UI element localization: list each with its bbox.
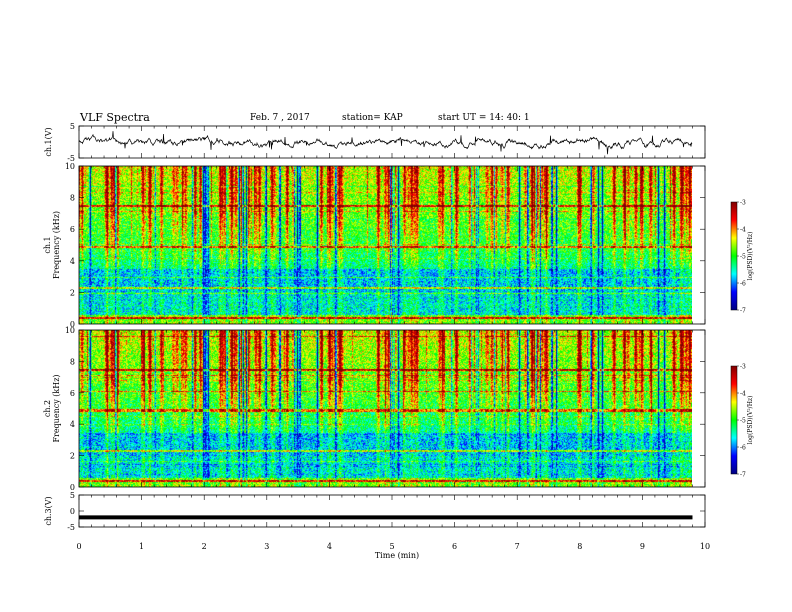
ch2-spec-y-tick-label: 0 [70,483,75,492]
ch1-colorbar-tick-label: -7 [740,308,746,315]
ch1-spec-y-tick-label: 10 [65,162,75,171]
ch1-waveform-line [78,131,693,155]
ch1-spec-y-tick-label: 6 [70,225,75,234]
x-tick-label: 0 [76,542,81,551]
x-tick-label: 2 [202,542,207,551]
ch1-colorbar-tick-label: -3 [740,200,746,207]
ch1-wave-y-tick-label: 5 [70,122,75,131]
station-label: station= KAP [342,113,403,123]
ch2-spec-y-tick-label: 10 [65,326,75,335]
x-tick-label: 7 [515,542,520,551]
x-tick-label: 4 [327,542,332,551]
x-tick-label: 8 [577,542,582,551]
x-tick-label: 9 [640,542,645,551]
ch2-colorbar-tick-label: -5 [740,418,746,425]
ch1-channel-label: ch.1 [43,236,52,253]
ch2-colorbar-tick-label: -3 [740,364,746,371]
ch3-wave-y-tick-label: 5 [70,491,75,500]
start-time-label: start UT = 14: 40: 1 [438,113,530,123]
ch2-channel-label: ch.2 [43,400,52,417]
ch3-waveform-ylabel: ch.3(V) [44,496,53,525]
ch2-colorbar-label: log(PSD)(V²/Hz) [747,396,754,445]
ch1-spec-y-tick-label: 2 [70,288,75,297]
x-tick-label: 10 [700,542,710,551]
ch2-spec-y-tick-label: 8 [70,357,75,366]
ch2-frequency-label: Frequency (kHz) [52,374,61,442]
x-tick-label: 5 [389,542,394,551]
ch1-colorbar-tick-label: -6 [740,281,746,288]
ch3-wave-y-tick-label: -5 [67,523,75,532]
spectrogram-ch1 [79,166,692,324]
x-tick-label: 1 [139,542,144,551]
ch1-frequency-label: Frequency (kHz) [52,211,61,279]
ch1-spec-y-tick-label: 4 [70,257,75,266]
ch1-spec-y-tick-label: 8 [70,194,75,203]
ch2-colorbar [730,365,738,475]
ch1-wave-y-tick-label: -5 [67,154,75,163]
spectrogram-ch2 [79,330,692,487]
date-label: Feb. 7 , 2017 [250,113,310,123]
ch2-spec-y-tick-label: 6 [70,389,75,398]
ch2-spec-y-tick-label: 4 [70,420,75,429]
ch1-spec-y-tick-label: 0 [70,320,75,329]
ch1-colorbar-tick-label: -5 [740,254,746,261]
chart-title: VLF Spectra [80,111,150,124]
ch3-wave-y-tick-label: 0 [70,507,75,516]
x-axis-label: Time (min) [375,551,419,560]
ch2-colorbar-tick-label: -4 [740,391,746,398]
ch2-colorbar-tick-label: -6 [740,445,746,452]
ch1-colorbar [730,201,738,311]
ch1-colorbar-label: log(PSD)(V²/Hz) [747,232,754,281]
ch1-colorbar-tick-label: -4 [740,227,746,234]
x-tick-label: 3 [264,542,269,551]
ch1-waveform-ylabel: ch.1(V) [44,127,53,156]
ch2-spec-y-tick-label: 2 [70,452,75,461]
x-tick-label: 6 [452,542,457,551]
ch2-colorbar-tick-label: -7 [740,472,746,479]
